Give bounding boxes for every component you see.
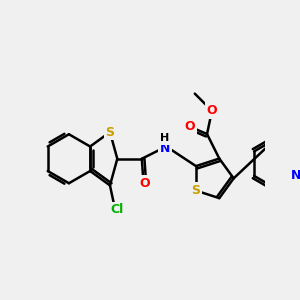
Text: N: N [291,169,300,182]
Text: Cl: Cl [111,203,124,216]
Text: S: S [106,126,115,139]
Text: O: O [139,177,150,190]
Text: H: H [160,133,170,143]
Text: S: S [191,184,200,197]
Text: O: O [184,120,195,133]
Text: O: O [207,104,217,117]
Text: N: N [160,142,170,155]
